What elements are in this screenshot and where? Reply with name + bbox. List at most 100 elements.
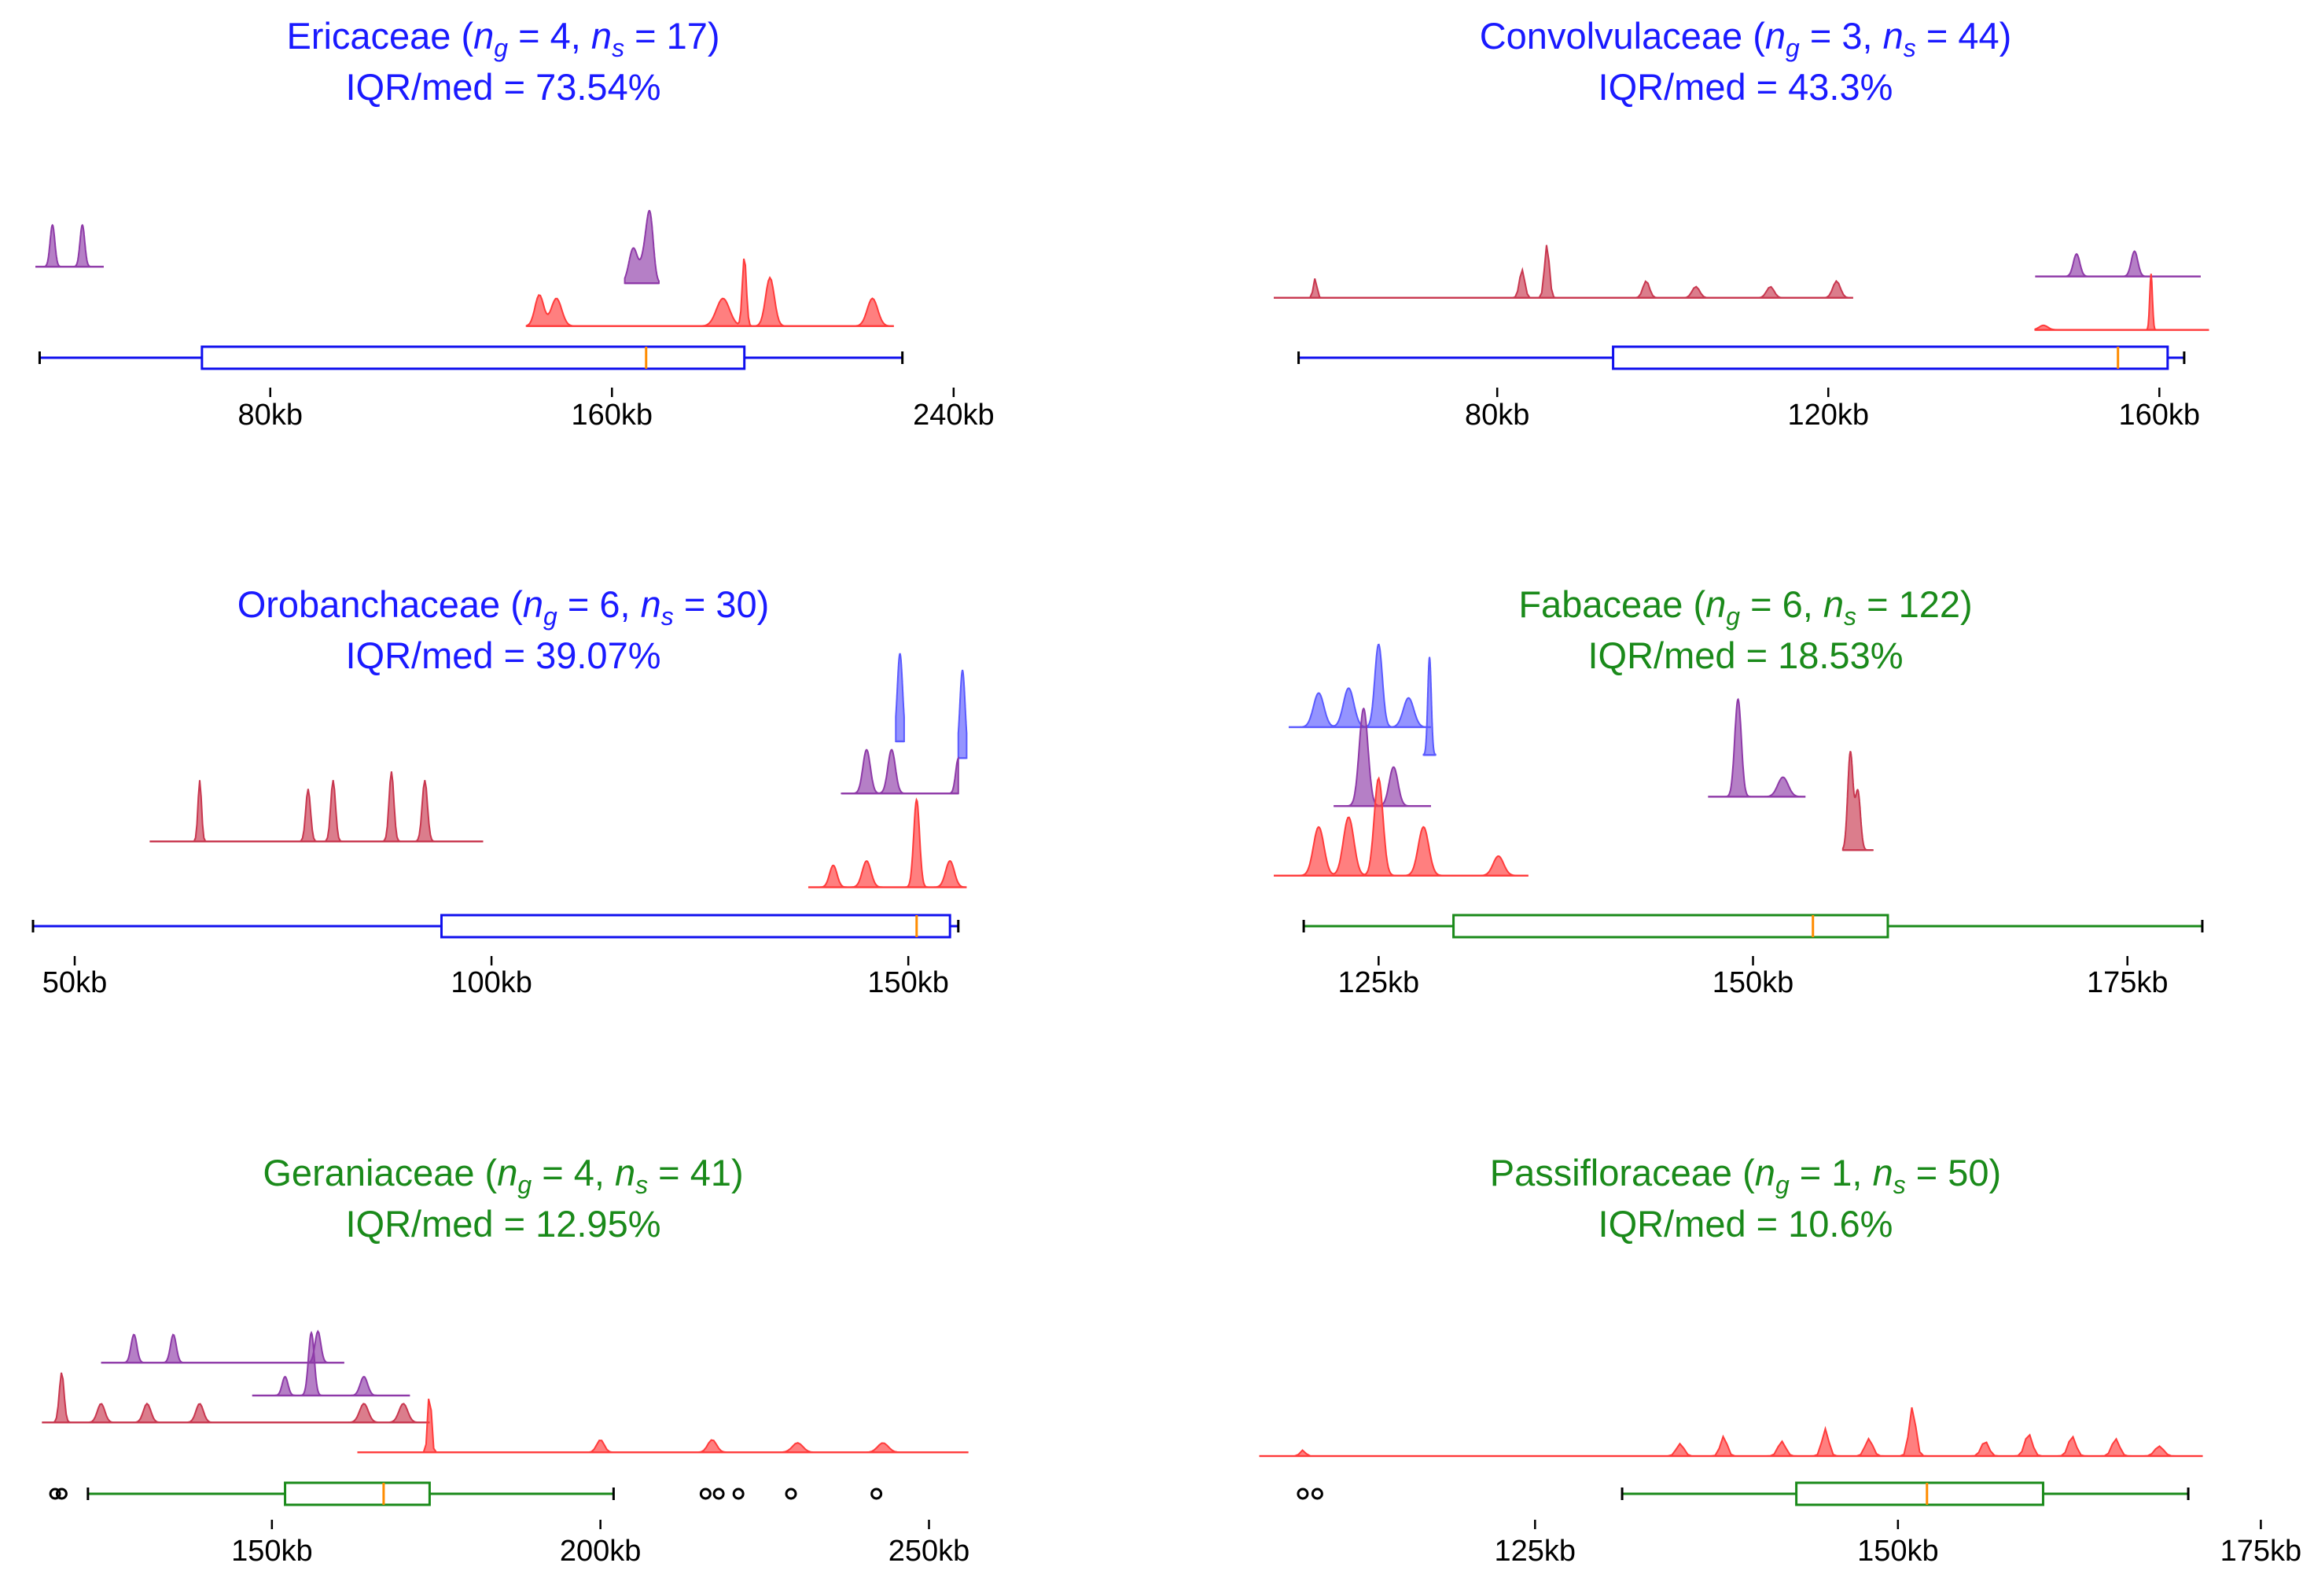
title-ns-subscript: s [661,602,674,631]
title-ns-value: = 41) [648,1152,744,1193]
density-ridge [624,210,660,285]
title-ns-value: = 30) [674,583,770,625]
x-tick-label: 125kb [1338,966,1420,999]
title-ng-value: = 6, [557,583,641,625]
density-ridge [357,1398,969,1454]
title-ng-subscript: g [543,602,557,631]
title-family: Convolvulaceae ( [1480,15,1765,57]
panel-convolvulaceae: Convolvulaceae (ng = 3, ns = 44)IQR/med … [1274,15,2209,432]
panel-iqr-med: IQR/med = 10.6% [1598,1203,1893,1245]
x-tick-label: 240kb [913,399,995,432]
density-ridge [957,669,968,759]
title-ng-subscript: g [1786,34,1800,62]
density-ridge [1289,643,1431,728]
outlier-point [55,1488,68,1500]
title-ns-value: = 17) [624,15,720,57]
title-ng-symbol: n [497,1152,517,1193]
outlier-point [712,1488,725,1500]
density-ridge [1841,751,1874,851]
box-iqr [440,914,951,939]
title-ns-subscript: s [612,34,624,62]
outlier-point [49,1488,61,1500]
density-ridge [895,653,905,742]
title-family: Orobanchaceae ( [237,583,524,625]
panel-iqr-med: IQR/med = 39.07% [345,634,660,676]
title-ng-symbol: n [1765,15,1786,57]
title-ng-subscript: g [517,1171,532,1199]
title-ns-symbol: n [1883,15,1904,57]
title-ns-symbol: n [641,583,661,625]
density-ridge [1274,776,1529,877]
density-ridge [841,748,959,795]
title-ns-subscript: s [1904,34,1916,62]
title-family: Ericaceae ( [286,15,473,57]
panel-title: Fabaceae (ng = 6, ns = 122) [1518,583,1972,631]
density-ridge [808,797,967,888]
x-tick-label: 250kb [888,1535,970,1568]
title-ng-subscript: g [1726,602,1740,631]
title-ns-value: = 122) [1856,583,1973,625]
panel-title: Ericaceae (ng = 4, ns = 17) [286,15,719,62]
x-tick-label: 120kb [1787,399,1869,432]
title-ng-symbol: n [1755,1152,1775,1193]
title-ng-value: = 3, [1800,15,1883,57]
box-iqr [1795,1481,2044,1506]
panel-title: Orobanchaceae (ng = 6, ns = 30) [237,583,770,631]
panel-iqr-med: IQR/med = 43.3% [1598,66,1893,108]
density-ridge [252,1330,410,1396]
panel-passifloraceae: Passifloraceae (ng = 1, ns = 50)IQR/med … [1259,1152,2302,1568]
title-ng-subscript: g [494,34,508,62]
density-ridge [2034,274,2209,331]
x-tick-label: 150kb [1857,1535,1939,1568]
x-tick-label: 175kb [2220,1535,2302,1568]
title-ns-symbol: n [591,15,612,57]
x-tick-label: 160kb [572,399,653,432]
title-ns-subscript: s [635,1171,648,1199]
density-ridge [1708,697,1806,798]
title-ng-symbol: n [1705,583,1726,625]
box-iqr [284,1481,431,1506]
box-iqr [1452,914,1889,939]
density-ridge [149,771,484,843]
density-ridge [1422,656,1437,756]
density-ridge [525,258,894,327]
title-ng-value: = 1, [1790,1152,1873,1193]
panel-title: Convolvulaceae (ng = 3, ns = 44) [1480,15,2012,62]
panel-iqr-med: IQR/med = 73.54% [345,66,660,108]
box-iqr [1612,345,2169,370]
x-tick-label: 100kb [451,966,532,999]
density-ridge [1259,1407,2203,1457]
x-tick-label: 160kb [2119,399,2201,432]
title-ng-symbol: n [523,583,543,625]
box-iqr [200,345,746,370]
density-ridge [42,1372,430,1424]
title-ng-value: = 6, [1740,583,1823,625]
density-ridge [1274,245,1853,299]
density-ridge [35,223,104,268]
title-ng-value: = 4, [508,15,591,57]
title-ns-value: = 44) [1916,15,2012,57]
x-tick-label: 50kb [42,966,107,999]
x-tick-label: 175kb [2087,966,2169,999]
x-tick-label: 200kb [560,1535,642,1568]
x-tick-label: 80kb [238,399,303,432]
x-tick-label: 125kb [1495,1535,1576,1568]
title-ns-value: = 50) [1906,1152,2002,1193]
outlier-point [1311,1488,1323,1500]
panel-fabaceae: Fabaceae (ng = 6, ns = 122)IQR/med = 18.… [1274,583,2204,999]
title-ns-symbol: n [1823,583,1844,625]
panel-geraniaceae: Geraniaceae (ng = 4, ns = 41)IQR/med = 1… [42,1152,969,1568]
title-ns-subscript: s [1844,602,1856,631]
outlier-point [1297,1488,1309,1500]
panel-title: Passifloraceae (ng = 1, ns = 50) [1490,1152,2001,1199]
outlier-point [699,1488,712,1500]
panel-ericaceae: Ericaceae (ng = 4, ns = 17)IQR/med = 73.… [35,15,995,432]
outlier-point [785,1488,797,1500]
x-tick-label: 150kb [231,1535,313,1568]
x-tick-label: 150kb [867,966,949,999]
title-family: Fabaceae ( [1518,583,1705,625]
title-ng-subscript: g [1775,1171,1790,1199]
title-ns-symbol: n [615,1152,635,1193]
title-ng-value: = 4, [532,1152,615,1193]
